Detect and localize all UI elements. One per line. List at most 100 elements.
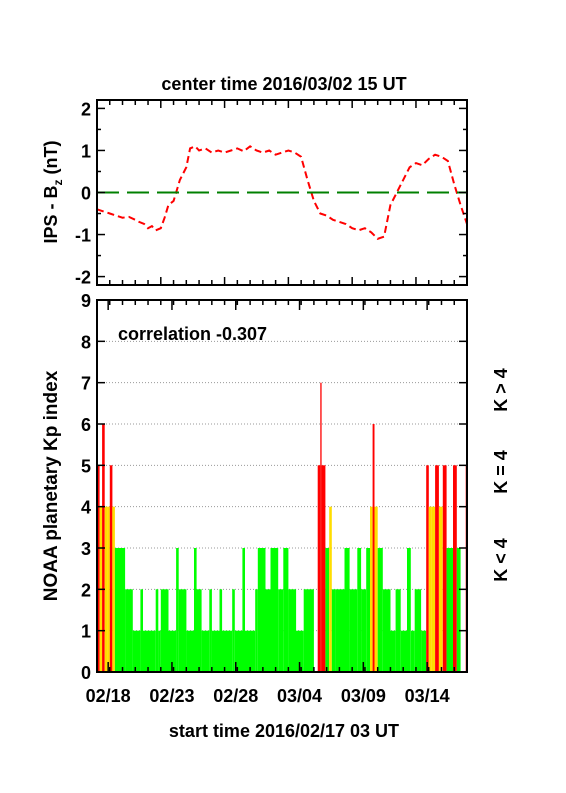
top-panel-ticks: 2 1 0 -1 -2	[75, 99, 468, 288]
ips-bz-plot	[96, 145, 468, 240]
kp-bar	[142, 630, 156, 672]
correlation-annotation: correlation -0.307	[118, 324, 267, 344]
y-tick-label: 2	[81, 99, 91, 119]
kp-bar	[431, 506, 436, 672]
legend-k-equal-4: K = 4	[491, 450, 511, 494]
kp-bar	[194, 548, 197, 672]
kp-bar	[104, 506, 108, 672]
kp-bar	[414, 589, 422, 672]
kp-bar	[114, 548, 126, 672]
kp-bar	[446, 548, 453, 672]
kp-bar	[176, 548, 179, 672]
y-tick-label: -1	[75, 226, 91, 246]
kp-bar	[257, 548, 266, 672]
bottom-panel-ylabel: NOAA planetary Kp index	[41, 370, 62, 601]
kp-bar	[303, 589, 314, 672]
kp-bar	[222, 630, 233, 672]
kp-bar	[296, 630, 304, 672]
kp-bar	[366, 548, 370, 672]
kp-bar	[158, 630, 161, 672]
kp-bar	[407, 548, 411, 672]
kp-bar	[160, 589, 169, 672]
kp-bar	[428, 506, 432, 672]
bottom-panel-ticks: 0 1 2 3 4 5 6 7 8 9 02/18 02/23 02/28 03/04 03/09 03/14	[81, 291, 468, 706]
kp-bar	[374, 506, 378, 672]
kp-y-tick-label: 0	[81, 663, 91, 683]
legend-k-greater-4: K > 4	[491, 368, 511, 412]
kp-bar	[438, 506, 443, 672]
kp-bar	[288, 589, 297, 672]
kp-bar	[395, 589, 401, 672]
kp-x-tick-label: 02/28	[213, 686, 258, 706]
kp-y-tick-label: 1	[81, 622, 91, 642]
y-tick-label: -2	[75, 268, 91, 288]
ylabel-subscript: z	[51, 179, 65, 185]
kp-bar	[317, 465, 321, 672]
kp-bar	[426, 465, 429, 672]
kp-bars	[97, 382, 467, 672]
kp-bar	[234, 630, 243, 672]
kp-bar	[125, 589, 133, 672]
kp-bar	[382, 589, 391, 672]
kp-bar	[456, 548, 461, 672]
kp-bar	[219, 589, 223, 672]
kp-x-tick-label: 03/14	[405, 686, 450, 706]
kp-bar	[270, 548, 279, 672]
kp-bar	[209, 589, 212, 672]
kp-bar	[320, 382, 322, 672]
kp-gridlines	[97, 340, 467, 632]
kp-bar	[242, 548, 245, 672]
kp-bar	[97, 465, 100, 672]
kp-x-tick-label: 03/09	[341, 686, 386, 706]
kp-bar	[435, 465, 439, 672]
kp-bar	[178, 589, 187, 672]
kp-bar	[283, 548, 289, 672]
kp-bar	[372, 424, 375, 672]
top-panel-ylabel: IPS - Bz (nT)	[41, 140, 65, 243]
kp-bar	[329, 506, 332, 672]
kp-bar	[335, 589, 345, 672]
kp-bar	[255, 589, 258, 672]
kp-bar	[278, 589, 284, 672]
kp-bar	[245, 630, 256, 672]
kp-bar	[357, 548, 362, 672]
kp-bar	[109, 465, 113, 672]
kp-bar	[442, 465, 447, 672]
kp-bar	[196, 589, 202, 672]
kp-bar	[112, 506, 115, 672]
kp-bar	[168, 630, 177, 672]
top-panel-title: center time 2016/03/02 15 UT	[161, 74, 406, 94]
kp-bar	[349, 589, 358, 672]
kp-bar	[377, 548, 383, 672]
kp-bar	[344, 548, 350, 672]
kp-y-tick-label: 7	[81, 374, 91, 394]
bottom-panel-frame	[96, 299, 468, 673]
kp-y-tick-label: 4	[81, 498, 91, 518]
kp-bar	[201, 630, 210, 672]
kp-y-tick-label: 3	[81, 539, 91, 559]
kp-bar	[325, 548, 330, 672]
kp-bar	[107, 506, 110, 672]
kp-x-tick-label: 02/18	[86, 686, 131, 706]
ylabel-unit: (nT)	[41, 140, 61, 179]
kp-bar	[265, 589, 271, 672]
kp-bar	[186, 630, 194, 672]
kp-bar	[232, 589, 235, 672]
bottom-panel-xlabel: start time 2016/02/17 03 UT	[169, 721, 399, 741]
kp-bar	[390, 630, 396, 672]
ips-bz-line	[96, 145, 468, 240]
ylabel-main: IPS - B	[41, 185, 61, 243]
y-tick-label: 1	[81, 141, 91, 161]
kp-y-tick-label: 8	[81, 332, 91, 352]
kp-bar	[361, 589, 367, 672]
legend-k-less-4: K < 4	[491, 538, 511, 582]
kp-bar	[321, 465, 326, 672]
kp-bar	[140, 589, 143, 672]
kp-bar	[400, 630, 408, 672]
kp-y-tick-label: 9	[81, 291, 91, 311]
kp-bar	[410, 630, 415, 672]
kp-bar	[331, 589, 336, 672]
kp-y-tick-label: 2	[81, 580, 91, 600]
kp-bar	[211, 630, 220, 672]
